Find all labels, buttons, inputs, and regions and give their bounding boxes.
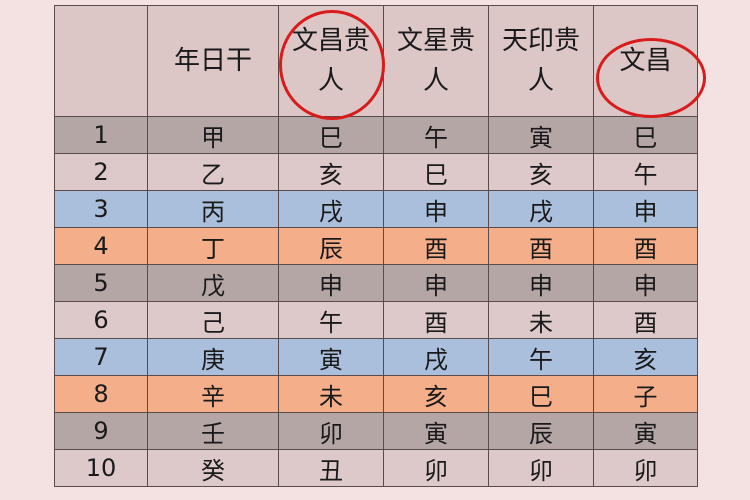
table-cell: 子	[593, 375, 698, 413]
table-cell: 辰	[488, 412, 594, 450]
table-cell: 丙	[147, 190, 279, 228]
table-cell: 5	[54, 264, 148, 302]
table-cell: 巳	[488, 375, 594, 413]
table-cell: 申	[383, 190, 489, 228]
table-cell: 申	[593, 190, 698, 228]
table-cell: 戊	[147, 264, 279, 302]
table-cell: 寅	[383, 412, 489, 450]
table-cell: 甲	[147, 116, 279, 154]
table-cell: 戌	[488, 190, 594, 228]
column-header: 文昌贵人	[278, 5, 384, 117]
table-cell: 巳	[593, 116, 698, 154]
column-header: 天印贵人	[488, 5, 594, 117]
table-cell: 9	[54, 412, 148, 450]
table-cell: 辰	[278, 227, 384, 265]
table-row: 10 癸丑卯卯卯	[54, 449, 698, 487]
table-cell: 酉	[383, 227, 489, 265]
table-cell: 癸	[147, 449, 279, 487]
table-cell: 未	[278, 375, 384, 413]
table-cell: 戌	[383, 338, 489, 376]
table-cell: 酉	[383, 301, 489, 339]
table-cell: 2	[54, 153, 148, 191]
table-cell: 午	[278, 301, 384, 339]
table-cell: 午	[383, 116, 489, 154]
table-cell: 申	[383, 264, 489, 302]
table-cell: 辛	[147, 375, 279, 413]
table-cell: 午	[488, 338, 594, 376]
table-cell: 寅	[278, 338, 384, 376]
table-cell: 亥	[593, 338, 698, 376]
table-cell: 卯	[593, 449, 698, 487]
table-cell: 卯	[488, 449, 594, 487]
header-row: 年日干 文昌贵人 文星贵人 天印贵人 文昌	[54, 5, 698, 117]
table-cell: 巳	[383, 153, 489, 191]
table-cell: 亥	[383, 375, 489, 413]
column-header	[54, 5, 148, 117]
table-cell: 己	[147, 301, 279, 339]
table-cell: 午	[593, 153, 698, 191]
table-cell: 丁	[147, 227, 279, 265]
table-cell: 8	[54, 375, 148, 413]
table-cell: 申	[593, 264, 698, 302]
table-cell: 未	[488, 301, 594, 339]
column-header: 年日干	[147, 5, 279, 117]
table-cell: 4	[54, 227, 148, 265]
table-cell: 寅	[488, 116, 594, 154]
table-cell: 亥	[278, 153, 384, 191]
table-cell: 壬	[147, 412, 279, 450]
column-header: 文星贵人	[383, 5, 489, 117]
table-cell: 申	[278, 264, 384, 302]
table-cell: 酉	[488, 227, 594, 265]
table-cell: 丑	[278, 449, 384, 487]
table-cell: 卯	[278, 412, 384, 450]
table-cell: 戌	[278, 190, 384, 228]
table-cell: 亥	[488, 153, 594, 191]
table-cell: 寅	[593, 412, 698, 450]
table-cell: 酉	[593, 227, 698, 265]
table-cell: 3	[54, 190, 148, 228]
column-header: 文昌	[593, 5, 698, 117]
table-cell: 卯	[383, 449, 489, 487]
table-cell: 6	[54, 301, 148, 339]
table-cell: 酉	[593, 301, 698, 339]
table-cell: 乙	[147, 153, 279, 191]
table-cell: 1	[54, 116, 148, 154]
table-cell: 申	[488, 264, 594, 302]
table-cell: 庚	[147, 338, 279, 376]
table-cell: 7	[54, 338, 148, 376]
table-cell: 巳	[278, 116, 384, 154]
table-cell: 10	[54, 449, 148, 487]
